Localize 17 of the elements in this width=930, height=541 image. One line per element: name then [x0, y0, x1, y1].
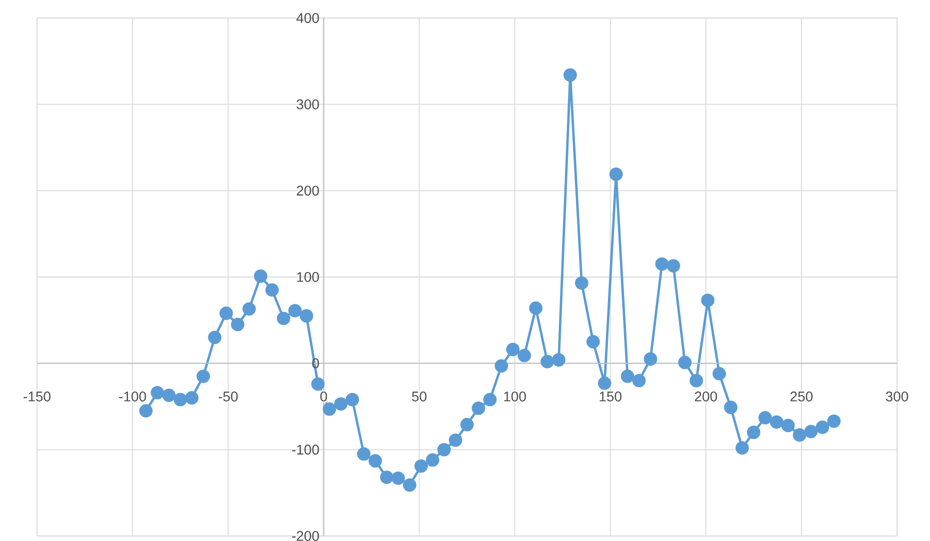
x-tick-label: 250 [790, 392, 813, 402]
x-tick-label: -50 [218, 392, 238, 402]
x-tick-label: -150 [24, 392, 50, 402]
x-tick-label: 50 [412, 392, 426, 402]
y-tick-label: -200 [292, 531, 319, 541]
y-tick-label: 0 [312, 358, 319, 368]
y-tick-label: 200 [296, 186, 319, 196]
y-tick-label: 100 [297, 272, 319, 282]
y-tick-label: -100 [292, 444, 319, 455]
x-tick-label: -100 [119, 392, 146, 402]
x-tick-label: 200 [694, 392, 718, 402]
x-tick-label: 100 [504, 392, 526, 402]
y-tick-label: 300 [296, 99, 319, 110]
x-tick-label: 150 [600, 392, 622, 402]
x-tick-label: 0 [320, 392, 328, 402]
y-tick-label: 400 [296, 13, 319, 23]
x-tick-label: 300 [886, 392, 908, 402]
